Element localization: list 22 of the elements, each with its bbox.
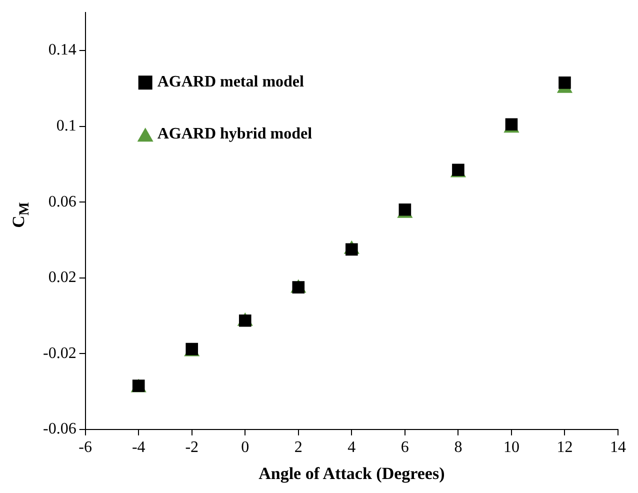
x-tick-label: 4 xyxy=(348,439,356,456)
x-tick-label: -4 xyxy=(132,439,146,456)
x-tick-label: 12 xyxy=(556,439,573,456)
x-tick-label: 10 xyxy=(503,439,520,456)
legend-label: AGARD hybrid model xyxy=(157,126,313,143)
x-tick-label: 8 xyxy=(454,439,462,456)
point xyxy=(346,243,358,256)
y-tick-label: 0.1 xyxy=(56,117,76,134)
y-tick-label: -0.02 xyxy=(43,344,76,362)
x-axis-title: Angle of Attack (Degrees) xyxy=(258,464,445,484)
point xyxy=(558,76,571,89)
x-tick-label: 2 xyxy=(294,439,302,456)
x-tick-label: 6 xyxy=(400,439,409,456)
x-tick-label: 14 xyxy=(610,439,626,456)
y-tick-label: 0.14 xyxy=(48,42,76,59)
legend-label: AGARD metal model xyxy=(157,74,305,91)
x-tick-label: -2 xyxy=(185,439,199,456)
x-tick-label: -6 xyxy=(78,439,92,456)
y-tick-label: -0.06 xyxy=(43,420,76,438)
x-tick-label: 0 xyxy=(241,439,250,456)
y-tick-label: 0.02 xyxy=(48,269,76,286)
y-tick-label: 0.06 xyxy=(48,193,76,210)
